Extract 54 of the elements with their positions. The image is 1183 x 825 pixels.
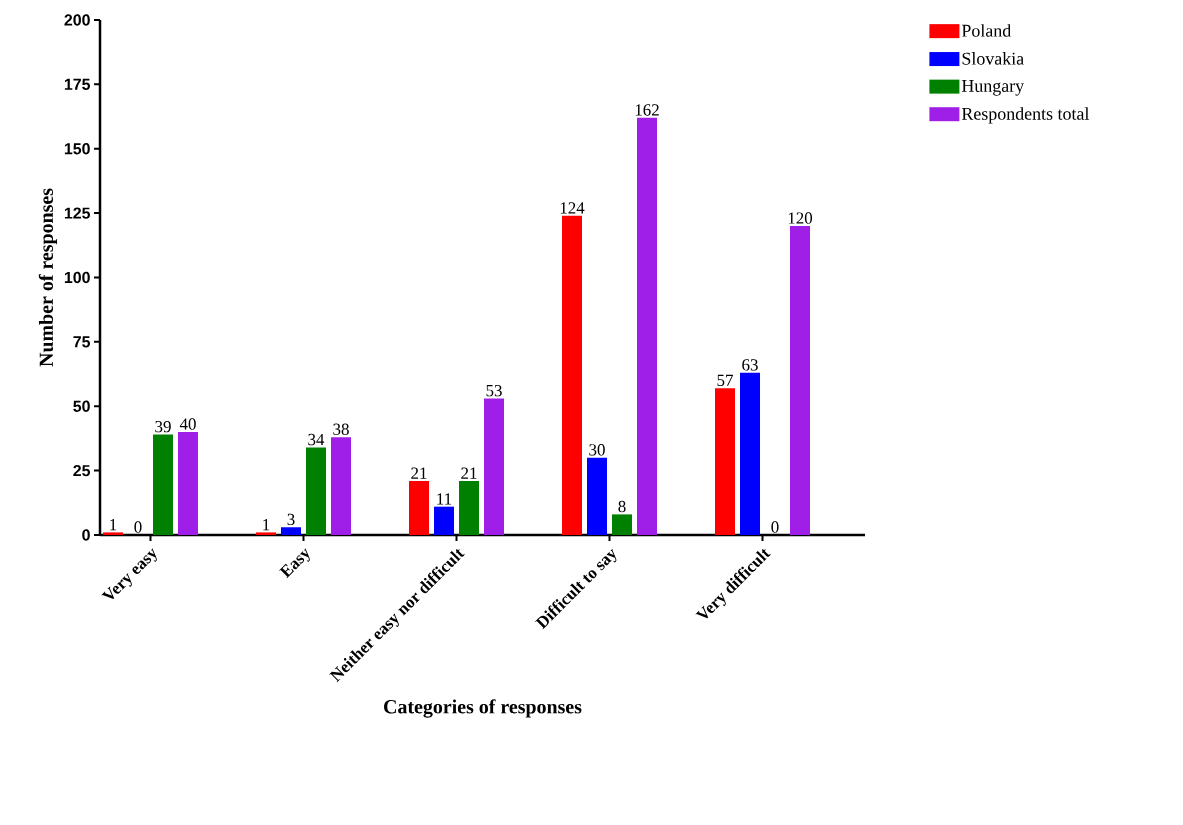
data-label: 30 — [589, 444, 605, 456]
data-label: 38 — [333, 423, 349, 435]
bar — [612, 514, 632, 535]
data-label: 39 — [155, 420, 171, 433]
data-label: 124 — [560, 202, 585, 214]
data-label: 120 — [788, 212, 813, 224]
bar — [637, 117, 657, 535]
bar — [484, 398, 504, 535]
data-label: 63 — [742, 359, 758, 371]
data-label: 162 — [635, 104, 659, 116]
legend-label: Hungary — [961, 80, 1025, 96]
bar — [153, 434, 173, 535]
legend-label: Poland — [961, 24, 1011, 37]
bar — [715, 388, 735, 535]
y-tick-label: 175 — [64, 78, 91, 90]
bar — [281, 527, 301, 535]
bar — [103, 532, 123, 535]
y-tick-label: 150 — [64, 143, 90, 155]
legend-label: Slovakia — [962, 52, 1024, 65]
bar — [790, 225, 810, 535]
y-tick-label: 75 — [73, 336, 91, 348]
bar — [409, 480, 429, 535]
y-tick-label: 100 — [64, 271, 90, 284]
data-label: 57 — [717, 374, 733, 387]
data-label: 1 — [263, 519, 270, 531]
x-axis-title: Categories of responses — [384, 699, 582, 718]
data-label: 1 — [110, 519, 117, 531]
y-tick-label: 125 — [64, 207, 91, 219]
data-label: 0 — [134, 521, 142, 533]
data-label: 0 — [771, 521, 779, 533]
y-tick-label: 25 — [73, 464, 91, 477]
bar — [434, 506, 454, 535]
data-label: 21 — [461, 467, 477, 479]
x-tick-label: Very easy — [101, 548, 157, 600]
data-label: 11 — [437, 493, 452, 505]
bar — [587, 457, 607, 535]
bar — [256, 532, 276, 535]
y-tick-label: 200 — [64, 14, 90, 26]
y-tick-label: 0 — [82, 529, 90, 541]
legend-label: Respondents total — [961, 107, 1090, 124]
y-axis-title: Number of responses — [38, 188, 58, 367]
data-label: 3 — [287, 513, 295, 526]
data-label: 21 — [411, 467, 427, 479]
data-label: 53 — [486, 384, 502, 397]
data-label: 40 — [179, 418, 196, 430]
bar — [306, 447, 326, 535]
data-label: 8 — [618, 500, 626, 513]
bar — [459, 480, 479, 535]
bar — [740, 372, 760, 535]
bar — [331, 437, 351, 535]
y-tick-label: 50 — [73, 400, 90, 412]
data-label: 34 — [308, 433, 325, 446]
bar — [562, 215, 582, 535]
bar — [178, 431, 198, 535]
